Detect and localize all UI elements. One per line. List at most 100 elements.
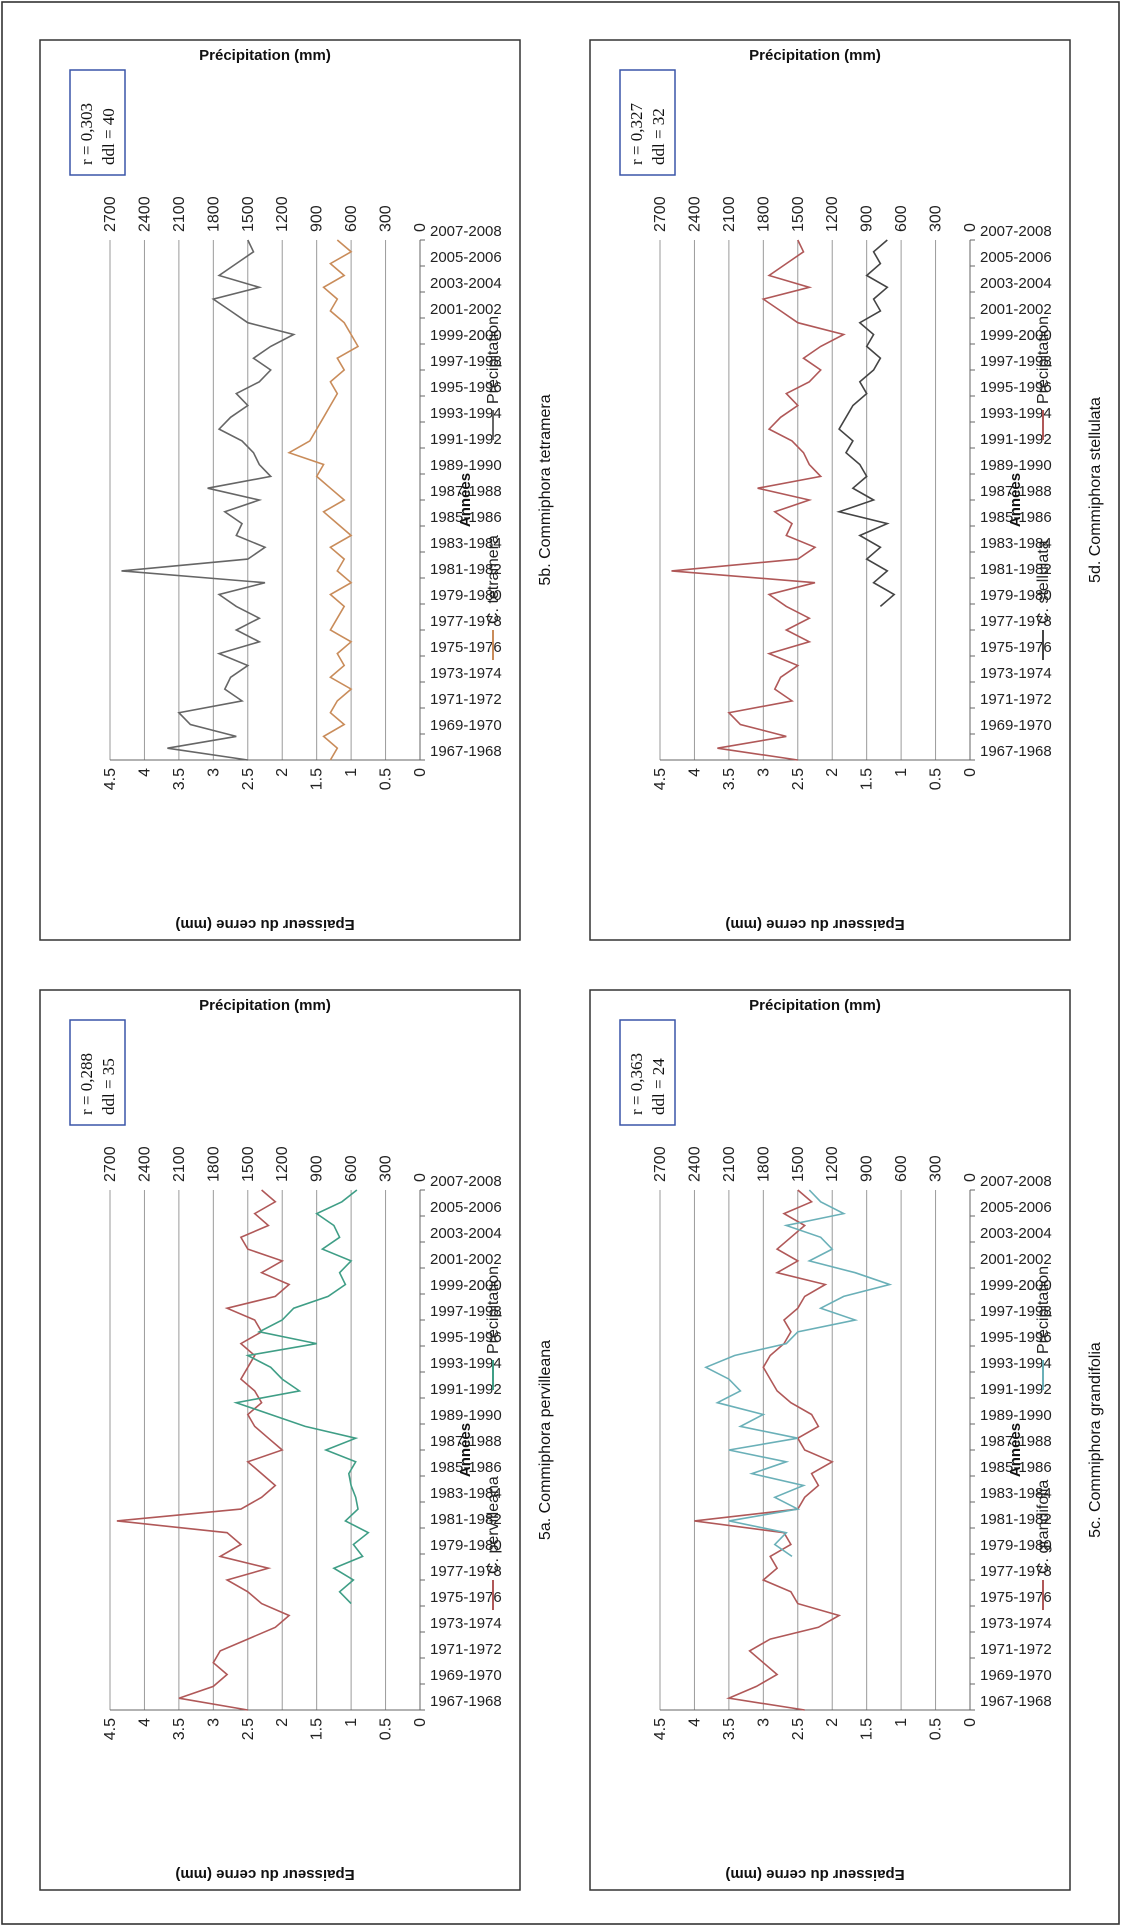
right-tick-label: 0: [962, 223, 979, 232]
legend-label: C. tetramera: [485, 535, 502, 624]
left-tick-label: 3.5: [171, 768, 188, 790]
left-tick-label: 1.5: [859, 768, 876, 790]
chart-panel: 0 0.5 1 1.5 2 2.5 3 3.5 4 4.5 0 300 600 900 1200 1500 18…: [589, 39, 1104, 941]
left-tick-label: 3: [205, 1718, 222, 1727]
right-tick-label: 1500: [790, 1146, 807, 1182]
right-axis-title: Précipitation (mm): [749, 997, 881, 1014]
stats-text: ddl = 40: [99, 108, 118, 165]
x-tick-label: 1971-1972: [980, 691, 1052, 708]
stats-text: r = 0,288: [77, 1053, 96, 1115]
right-tick-label: 1800: [205, 196, 222, 232]
x-tick-label: 2005-2006: [980, 1199, 1052, 1216]
left-tick-label: 2.5: [790, 768, 807, 790]
stats-text: ddl = 35: [99, 1058, 118, 1115]
x-tick-label: 2003-2004: [980, 275, 1052, 292]
x-tick-label: 1999-2000: [430, 1277, 502, 1294]
x-tick-label: 2001-2002: [430, 301, 502, 318]
legend-label: Précipitation: [485, 316, 502, 404]
x-tick-label: 1995-1996: [430, 379, 502, 396]
x-tick-label: 2007-2008: [980, 223, 1052, 240]
x-tick-label: 1993-1994: [430, 1355, 502, 1372]
x-tick-label: 1997-1998: [980, 1303, 1052, 1320]
left-tick-label: 3.5: [721, 1718, 738, 1740]
stats-text: ddl = 32: [649, 108, 668, 165]
x-tick-label: 1981-1982: [430, 561, 502, 578]
x-tick-label: 1971-1972: [430, 1641, 502, 1658]
x-tick-label: 1999-2000: [980, 1277, 1052, 1294]
x-tick-label: 2005-2006: [980, 249, 1052, 266]
series-line: [671, 239, 846, 761]
right-tick-label: 2100: [721, 196, 738, 232]
x-tick-label: 1975-1976: [430, 639, 502, 656]
x-tick-label: 1973-1974: [430, 665, 502, 682]
stats-text: r = 0,327: [627, 103, 646, 165]
x-tick-label: 2005-2006: [430, 249, 502, 266]
left-tick-label: 4.5: [652, 768, 669, 790]
x-axis-title: Années: [1007, 473, 1024, 527]
left-tick-label: 0: [412, 768, 429, 777]
right-tick-label: 2700: [652, 1146, 669, 1182]
legend-label: C. pervilleana: [485, 1476, 502, 1574]
x-tick-label: 2005-2006: [430, 1199, 502, 1216]
legend-label: Précipitation: [1035, 1266, 1052, 1354]
left-tick-label: 3: [755, 1718, 772, 1727]
x-tick-label: 1979-1980: [980, 1537, 1052, 1554]
panel-frame: [39, 39, 521, 941]
right-tick-label: 2700: [102, 196, 119, 232]
left-tick-label: 1.5: [309, 768, 326, 790]
x-tick-label: 1981-1982: [980, 561, 1052, 578]
right-tick-label: 900: [859, 205, 876, 232]
x-tick-label: 1983-1984: [430, 1485, 502, 1502]
x-tick-label: 1967-1968: [430, 1693, 502, 1710]
right-tick-label: 2100: [721, 1146, 738, 1182]
x-axis-title: Années: [1007, 1423, 1024, 1477]
left-tick-label: 2.5: [240, 768, 257, 790]
x-tick-label: 1995-1996: [980, 1329, 1052, 1346]
left-axis-title: Epaisseur du cerne (mm): [175, 916, 354, 933]
left-tick-label: 4: [686, 1718, 703, 1727]
right-tick-label: 600: [343, 205, 360, 232]
right-tick-label: 0: [962, 1173, 979, 1182]
x-tick-label: 2001-2002: [430, 1251, 502, 1268]
x-tick-label: 1981-1982: [980, 1511, 1052, 1528]
right-tick-label: 1200: [274, 196, 291, 232]
right-tick-label: 1800: [205, 1146, 222, 1182]
x-tick-label: 1995-1996: [430, 1329, 502, 1346]
left-tick-label: 2: [824, 1718, 841, 1727]
series-line: [233, 1189, 370, 1605]
right-tick-label: 1500: [240, 1146, 257, 1182]
right-tick-label: 600: [343, 1155, 360, 1182]
left-tick-label: 4: [136, 1718, 153, 1727]
x-tick-label: 1993-1994: [430, 405, 502, 422]
left-tick-label: 0: [412, 1718, 429, 1727]
x-tick-label: 1977-1978: [980, 613, 1052, 630]
panel-frame: [39, 989, 521, 1891]
x-tick-label: 1983-1984: [980, 535, 1052, 552]
x-tick-label: 1999-2000: [980, 327, 1052, 344]
left-axis-title: Epaisseur du cerne (mm): [175, 1866, 354, 1883]
x-tick-label: 1991-1992: [980, 1381, 1052, 1398]
x-tick-label: 1997-1998: [430, 1303, 502, 1320]
stats-box: [619, 1019, 676, 1126]
right-tick-label: 0: [412, 223, 429, 232]
chart-caption: 5d. Commiphora stellulata: [1087, 397, 1104, 583]
chart-caption: 5c. Commiphora grandifolia: [1087, 1342, 1104, 1538]
x-tick-label: 1969-1970: [980, 717, 1052, 734]
x-tick-label: 2007-2008: [980, 1173, 1052, 1190]
legend-label: Précipitation: [485, 1266, 502, 1354]
right-tick-label: 900: [309, 205, 326, 232]
x-tick-label: 1983-1984: [980, 1485, 1052, 1502]
series-line: [121, 239, 296, 761]
x-tick-label: 1991-1992: [430, 1381, 502, 1398]
right-tick-label: 1800: [755, 1146, 772, 1182]
x-tick-label: 1987-1988: [430, 1433, 502, 1450]
left-tick-label: 4.5: [102, 768, 119, 790]
left-tick-label: 2.5: [790, 1718, 807, 1740]
right-tick-label: 900: [859, 1155, 876, 1182]
x-tick-label: 1979-1980: [980, 587, 1052, 604]
x-tick-label: 1985-1986: [430, 509, 502, 526]
x-tick-label: 1977-1978: [430, 613, 502, 630]
stats-box: [619, 69, 676, 176]
